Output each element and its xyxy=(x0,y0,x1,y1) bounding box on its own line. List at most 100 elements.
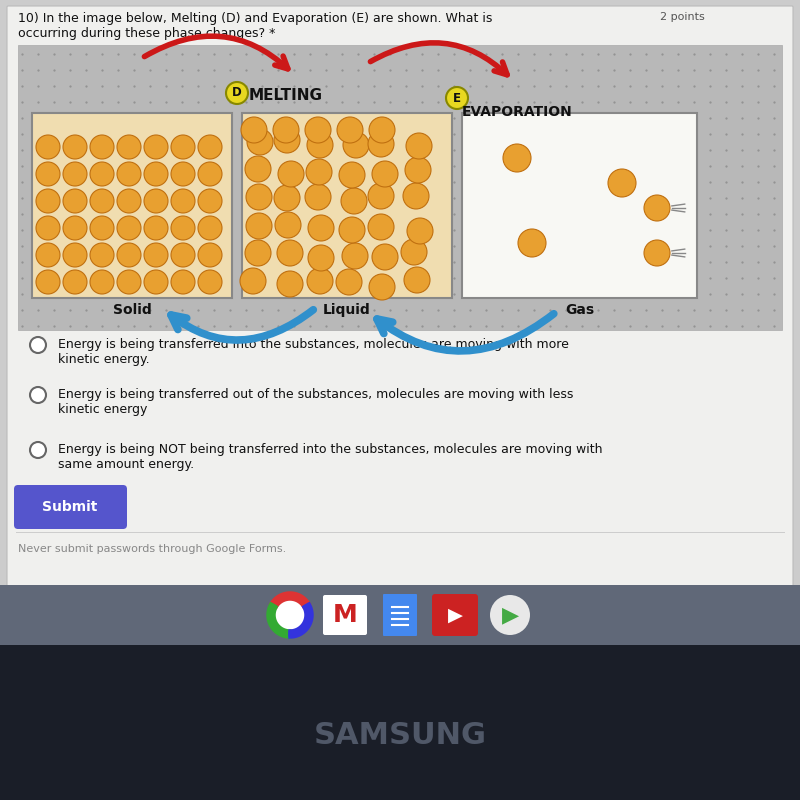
Circle shape xyxy=(368,214,394,240)
Circle shape xyxy=(446,87,468,109)
Circle shape xyxy=(608,169,636,197)
Text: MELTING: MELTING xyxy=(249,87,323,102)
Circle shape xyxy=(117,270,141,294)
Circle shape xyxy=(30,337,46,353)
Circle shape xyxy=(117,243,141,267)
Text: D: D xyxy=(232,86,242,99)
Circle shape xyxy=(63,135,87,159)
Circle shape xyxy=(144,189,168,213)
Circle shape xyxy=(63,189,87,213)
Circle shape xyxy=(273,117,299,143)
Text: Energy is being NOT being transferred into the substances, molecules are moving : Energy is being NOT being transferred in… xyxy=(58,443,602,456)
Text: Energy is being transferred into the substances, molecules are moving with more: Energy is being transferred into the sub… xyxy=(58,338,569,351)
Circle shape xyxy=(372,161,398,187)
Text: SAMSUNG: SAMSUNG xyxy=(314,721,486,750)
Circle shape xyxy=(275,212,301,238)
Circle shape xyxy=(171,243,195,267)
Circle shape xyxy=(337,117,363,143)
Text: Solid: Solid xyxy=(113,303,151,317)
Circle shape xyxy=(171,135,195,159)
Circle shape xyxy=(144,135,168,159)
Circle shape xyxy=(198,216,222,240)
Circle shape xyxy=(171,162,195,186)
Circle shape xyxy=(278,161,304,187)
Text: 2 points: 2 points xyxy=(660,12,705,22)
Circle shape xyxy=(277,271,303,297)
Text: EVAPORATION: EVAPORATION xyxy=(462,105,573,119)
Text: ▶: ▶ xyxy=(447,606,462,625)
Circle shape xyxy=(198,162,222,186)
Circle shape xyxy=(36,243,60,267)
Circle shape xyxy=(198,135,222,159)
Circle shape xyxy=(490,595,530,635)
Bar xyxy=(0,645,800,800)
Circle shape xyxy=(63,216,87,240)
Circle shape xyxy=(277,240,303,266)
Circle shape xyxy=(90,135,114,159)
Circle shape xyxy=(503,144,531,172)
Circle shape xyxy=(306,159,332,185)
Circle shape xyxy=(305,184,331,210)
Circle shape xyxy=(401,239,427,265)
Circle shape xyxy=(368,183,394,209)
Circle shape xyxy=(342,243,368,269)
Circle shape xyxy=(117,162,141,186)
Circle shape xyxy=(247,129,273,155)
Circle shape xyxy=(308,215,334,241)
Circle shape xyxy=(117,189,141,213)
Circle shape xyxy=(36,216,60,240)
Circle shape xyxy=(241,117,267,143)
Circle shape xyxy=(30,442,46,458)
Circle shape xyxy=(644,195,670,221)
Circle shape xyxy=(63,270,87,294)
Circle shape xyxy=(369,274,395,300)
Circle shape xyxy=(372,244,398,270)
Circle shape xyxy=(308,245,334,271)
Circle shape xyxy=(90,270,114,294)
Circle shape xyxy=(171,216,195,240)
FancyBboxPatch shape xyxy=(432,594,478,636)
Circle shape xyxy=(144,243,168,267)
Text: M: M xyxy=(333,603,358,627)
Circle shape xyxy=(307,132,333,158)
Circle shape xyxy=(644,240,670,266)
Circle shape xyxy=(90,216,114,240)
Circle shape xyxy=(198,243,222,267)
Circle shape xyxy=(30,387,46,403)
Circle shape xyxy=(404,267,430,293)
Circle shape xyxy=(336,269,362,295)
Circle shape xyxy=(90,162,114,186)
Text: kinetic energy: kinetic energy xyxy=(58,403,147,416)
Circle shape xyxy=(343,132,369,158)
Text: occurring during these phase changes? *: occurring during these phase changes? * xyxy=(18,27,275,40)
Circle shape xyxy=(171,270,195,294)
Circle shape xyxy=(36,162,60,186)
Circle shape xyxy=(171,189,195,213)
FancyBboxPatch shape xyxy=(383,594,417,636)
Circle shape xyxy=(144,270,168,294)
Circle shape xyxy=(246,184,272,210)
Circle shape xyxy=(274,127,300,153)
FancyBboxPatch shape xyxy=(14,485,127,529)
Circle shape xyxy=(63,162,87,186)
Text: same amount energy.: same amount energy. xyxy=(58,458,194,471)
Circle shape xyxy=(63,243,87,267)
Bar xyxy=(0,585,800,645)
Text: E: E xyxy=(453,91,461,105)
Circle shape xyxy=(90,243,114,267)
Circle shape xyxy=(405,157,431,183)
Circle shape xyxy=(268,593,312,637)
Text: Liquid: Liquid xyxy=(323,303,371,317)
Circle shape xyxy=(36,270,60,294)
Circle shape xyxy=(339,217,365,243)
Circle shape xyxy=(307,268,333,294)
Circle shape xyxy=(36,135,60,159)
Circle shape xyxy=(274,185,300,211)
Circle shape xyxy=(198,189,222,213)
Circle shape xyxy=(368,131,394,157)
Circle shape xyxy=(240,268,266,294)
Circle shape xyxy=(144,162,168,186)
Bar xyxy=(18,45,782,330)
Circle shape xyxy=(339,162,365,188)
Circle shape xyxy=(36,189,60,213)
